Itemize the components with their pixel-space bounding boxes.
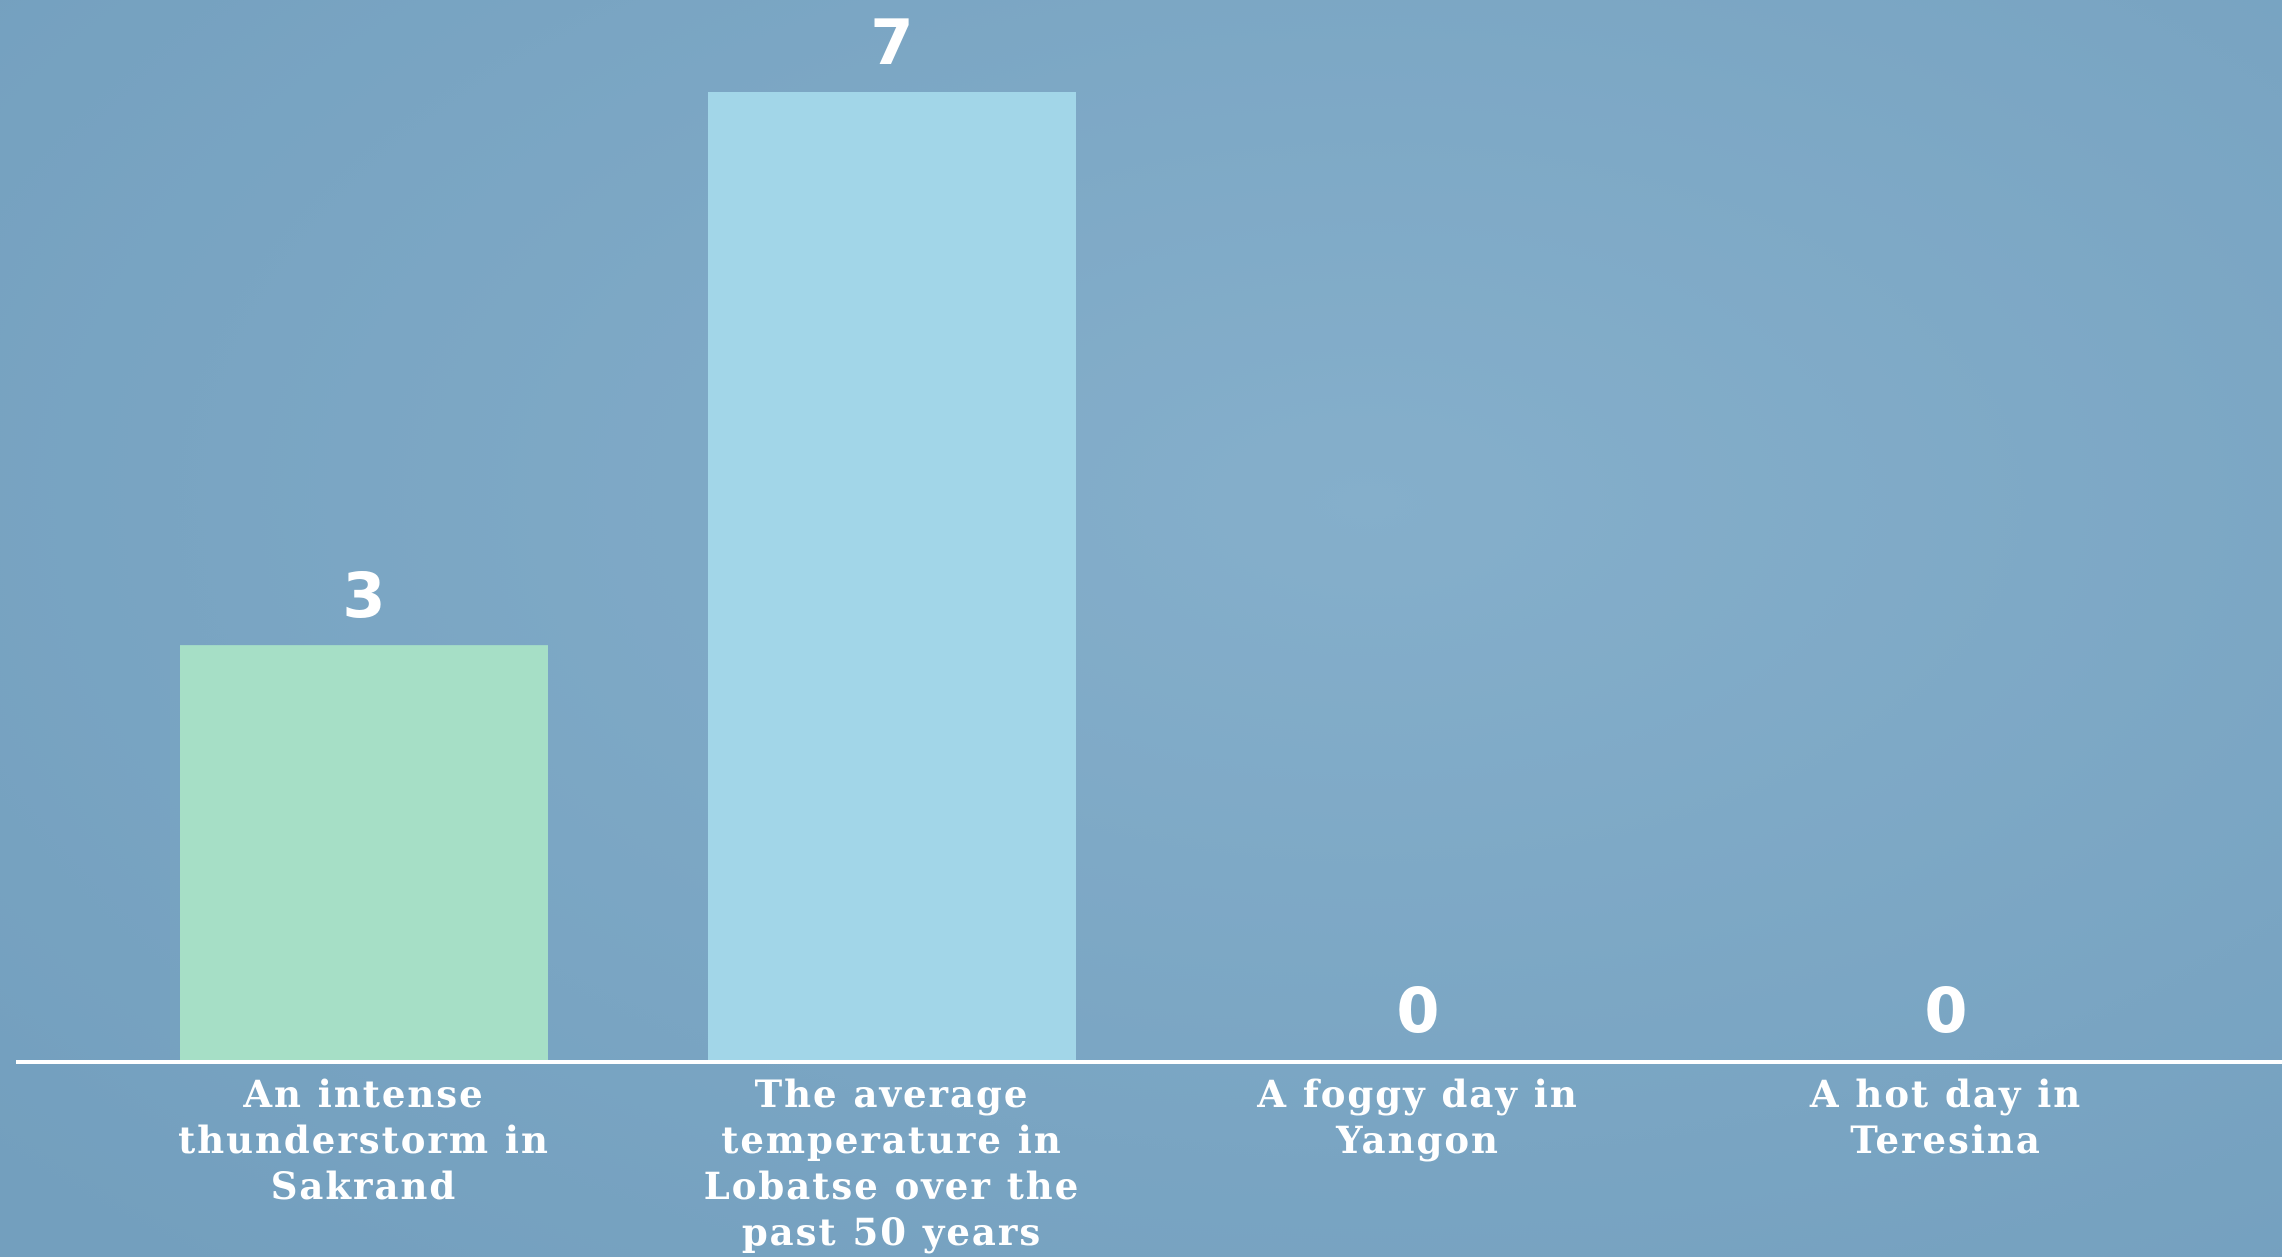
value-label-1: 3: [342, 559, 385, 632]
category-label-4-line-1: A hot day in: [1809, 1072, 2082, 1116]
value-labels-group: 3 7 0 0: [342, 6, 1967, 1047]
bar-1: [180, 645, 548, 1060]
value-label-3: 0: [1396, 974, 1439, 1047]
category-label-2-line-3: Lobatse over the: [704, 1164, 1081, 1208]
category-label-2-line-4: past 50 years: [742, 1210, 1042, 1254]
category-label-2-line-2: temperature in: [721, 1118, 1063, 1162]
value-label-2: 7: [870, 6, 913, 79]
bar-2: [708, 92, 1076, 1060]
category-label-3-line-1: A foggy day in: [1256, 1072, 1579, 1116]
category-label-1-line-1: An intense: [242, 1072, 484, 1116]
bars-group: [180, 92, 1076, 1060]
category-label-4-line-2: Teresina: [1850, 1118, 2042, 1162]
category-label-3-line-2: Yangon: [1335, 1118, 1500, 1162]
category-label-2-line-1: The average: [755, 1072, 1030, 1116]
category-label-1-line-3: Sakrand: [271, 1164, 458, 1208]
value-label-4: 0: [1924, 974, 1967, 1047]
category-label-1-line-2: thunderstorm in: [178, 1118, 550, 1162]
